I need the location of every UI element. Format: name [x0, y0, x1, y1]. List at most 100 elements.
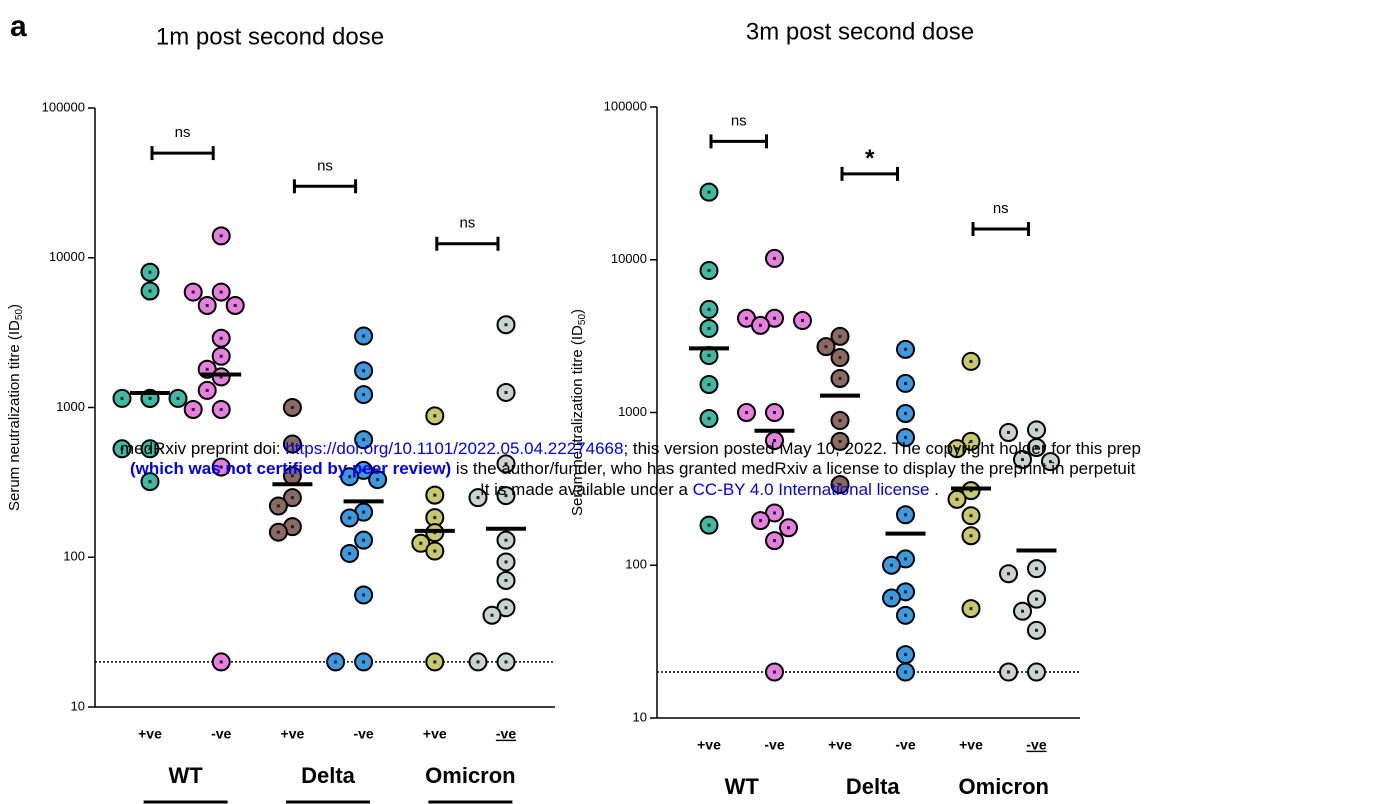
point-center	[707, 354, 711, 358]
point-center	[1035, 628, 1038, 632]
point-center	[433, 516, 437, 520]
point-center	[1035, 597, 1038, 601]
watermark-line: It is made available under a CC-BY 4.0 I…	[480, 480, 939, 499]
point-center	[362, 468, 366, 472]
point-center	[1035, 567, 1038, 571]
point-center	[148, 480, 152, 484]
point-center	[838, 483, 842, 487]
chart: 1m post second dose Serum neutralization …	[6, 23, 555, 804]
y-tick-label: 10	[71, 698, 85, 713]
point-center	[1049, 460, 1052, 464]
point-center	[433, 414, 437, 418]
watermark-part: ; this version posted May 10, 2022. The …	[623, 439, 1141, 458]
point-center	[838, 439, 842, 443]
point-center	[707, 269, 711, 273]
point-center	[148, 447, 152, 451]
watermark-part: (which was not certified by peer review)	[130, 459, 451, 478]
point-center	[759, 323, 762, 327]
point-center	[1021, 458, 1024, 462]
y-axis-label: Serum neutralization titre (ID50)	[6, 304, 25, 511]
chart: 3m post second dose Serum neutralization …	[569, 18, 1080, 799]
watermark-part: medRxiv preprint doi:	[120, 439, 285, 458]
point-center	[773, 670, 776, 674]
point-center	[290, 406, 294, 409]
chart-title: 1m post second dose	[156, 23, 384, 50]
point-center	[290, 442, 294, 446]
point-center	[433, 493, 437, 497]
y-axis-label-part: 50	[14, 309, 25, 321]
y-axis-label-part: )	[6, 304, 23, 309]
y-tick-label: 100	[625, 557, 647, 572]
point-center	[362, 334, 366, 338]
point-center	[1021, 609, 1024, 613]
point-center	[205, 388, 209, 392]
point-center	[504, 462, 508, 466]
point-center	[120, 396, 124, 400]
watermark-part: .	[930, 480, 939, 499]
point-center	[904, 590, 907, 594]
point-center	[773, 411, 776, 414]
point-center	[219, 465, 223, 469]
point-center	[904, 670, 907, 674]
point-center	[476, 496, 480, 500]
x-tick-label: -ve	[211, 726, 231, 742]
panel-label: a	[10, 10, 27, 43]
point-center	[904, 436, 907, 440]
point-center	[504, 494, 508, 498]
point-center	[969, 439, 973, 443]
point-center	[290, 474, 294, 478]
point-center	[148, 289, 152, 293]
point-center	[1007, 670, 1010, 674]
point-center	[334, 660, 338, 664]
point-center	[773, 539, 776, 543]
point-center	[148, 396, 152, 400]
point-center	[276, 504, 280, 508]
y-tick-label: 100000	[604, 98, 647, 113]
group-label: Omicron	[425, 763, 515, 788]
point-center	[504, 538, 508, 542]
chart-title: 3m post second dose	[746, 18, 974, 45]
point-center	[904, 557, 907, 561]
y-tick-label: 1000	[56, 399, 85, 414]
point-center	[838, 419, 842, 423]
point-center	[904, 613, 907, 617]
point-center	[205, 303, 209, 307]
point-center	[504, 390, 508, 394]
point-center	[838, 334, 842, 338]
point-center	[955, 497, 959, 501]
point-center	[890, 563, 893, 567]
point-center	[433, 660, 437, 664]
point-center	[219, 375, 223, 379]
point-center	[955, 447, 959, 451]
y-tick-label: 100	[63, 549, 85, 564]
x-tick-label: -ve	[764, 737, 784, 753]
watermark-part: https://doi.org/10.1101/2022.05.04.22274…	[285, 439, 623, 458]
point-center	[773, 316, 776, 320]
point-center	[1007, 572, 1010, 576]
point-center	[362, 510, 366, 514]
point-center	[787, 526, 790, 530]
point-center	[904, 347, 907, 351]
point-center	[504, 560, 508, 564]
point-center	[773, 256, 776, 260]
point-center	[707, 326, 711, 330]
point-center	[120, 447, 124, 451]
y-tick-label: 1000	[618, 404, 647, 419]
watermark-part: CC-BY 4.0 International license	[693, 480, 930, 499]
point-center	[707, 190, 711, 194]
point-center	[362, 660, 366, 664]
point-center	[191, 290, 195, 294]
point-center	[433, 549, 437, 553]
significance-label: ns	[731, 112, 747, 129]
point-center	[290, 496, 294, 500]
point-center	[219, 407, 223, 411]
point-center	[969, 534, 973, 538]
watermark-part: is the author/funder, who has granted me…	[451, 459, 1135, 478]
point-center	[1035, 670, 1038, 674]
group-label: Delta	[301, 763, 356, 788]
x-tick-label: -ve	[353, 726, 373, 742]
point-center	[707, 417, 711, 421]
point-center	[233, 303, 237, 307]
point-center	[490, 613, 494, 617]
